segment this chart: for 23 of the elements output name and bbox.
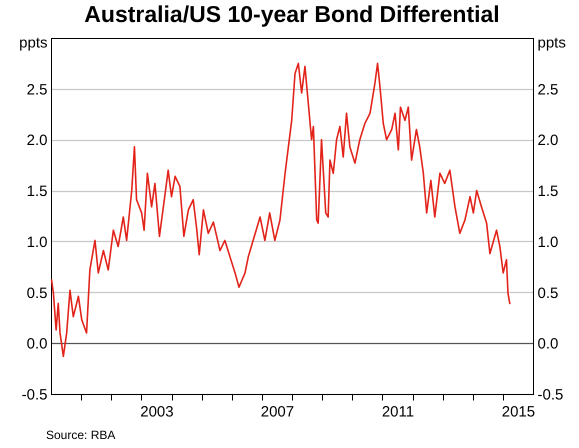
x-tick-label: 2007 (260, 404, 294, 420)
y-tick-label: 2.0 (26, 132, 48, 150)
x-tick-label: 2011 (382, 404, 414, 420)
y2-tick-label: 0.5 (538, 284, 558, 302)
y2-tick-label: 2.0 (538, 132, 558, 150)
y-tick-label: -0.5 (22, 386, 48, 404)
x-tick-label: 2015 (502, 404, 536, 420)
y2-tick-label: -0.5 (538, 386, 564, 404)
y-tick-label: 0.0 (26, 336, 48, 353)
chart-title: Australia/US 10-year Bond Differential (84, 1, 500, 27)
line-series (50, 62, 511, 358)
y2-tick-label: 1.0 (538, 234, 558, 251)
y-tick-label: 0.5 (26, 284, 48, 302)
y2-tick-label: 0.0 (538, 336, 558, 353)
y-tick-label: 1.0 (26, 234, 48, 251)
x-tick-label: 2003 (140, 404, 174, 420)
y-tick-label: 2.5 (26, 81, 48, 98)
y-tick-label: 1.5 (26, 183, 48, 200)
source-note: Source: RBA (46, 428, 116, 442)
y2-tick-label: 2.5 (538, 81, 558, 98)
y2-axis-title: ppts (538, 34, 566, 52)
y2-tick-label: 1.5 (538, 183, 558, 200)
y-axis-title: ppts (19, 34, 48, 52)
